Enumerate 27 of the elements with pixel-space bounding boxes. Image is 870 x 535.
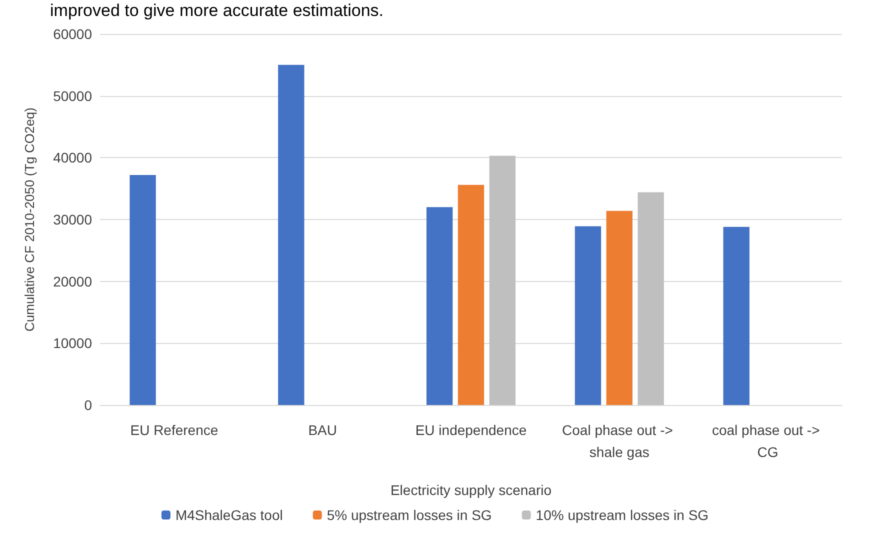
- y-axis-title: Cumulative CF 2010-2050 (Tg CO2eq): [22, 108, 37, 332]
- legend-label: M4ShaleGas tool: [175, 507, 283, 523]
- x-tick-label: EU Reference: [130, 422, 218, 438]
- bar: [130, 174, 156, 405]
- y-tick-label: 50000: [53, 88, 92, 104]
- bar: [426, 207, 453, 405]
- y-tick-label: 30000: [53, 212, 92, 228]
- bar: [723, 226, 750, 405]
- legend-label: 10% upstream losses in SG: [536, 507, 709, 523]
- bar: [489, 156, 516, 405]
- bar: [574, 226, 602, 405]
- bar: [278, 64, 304, 405]
- legend-label: 5% upstream losses in SG: [326, 507, 492, 523]
- bar: [638, 192, 664, 405]
- text: improved to give more accurate estimations.: [50, 1, 384, 20]
- y-tick-label: 40000: [53, 150, 92, 166]
- y-tick-label: 10000: [53, 335, 92, 352]
- y-tick-label: 20000: [53, 273, 92, 290]
- x-tick-label: EU independence: [415, 422, 527, 438]
- x-axis-title: Electricity supply scenario: [390, 482, 552, 498]
- x-tick-label: BAU: [308, 422, 337, 438]
- bar: [606, 210, 632, 405]
- y-tick-label: 0: [84, 397, 92, 413]
- x-tick-label: Coal phase out -> shale gas: [562, 422, 677, 460]
- x-tick-label: coal phase out -> CG: [712, 422, 824, 460]
- y-tick-label: 60000: [53, 26, 92, 42]
- bar: [458, 184, 484, 405]
